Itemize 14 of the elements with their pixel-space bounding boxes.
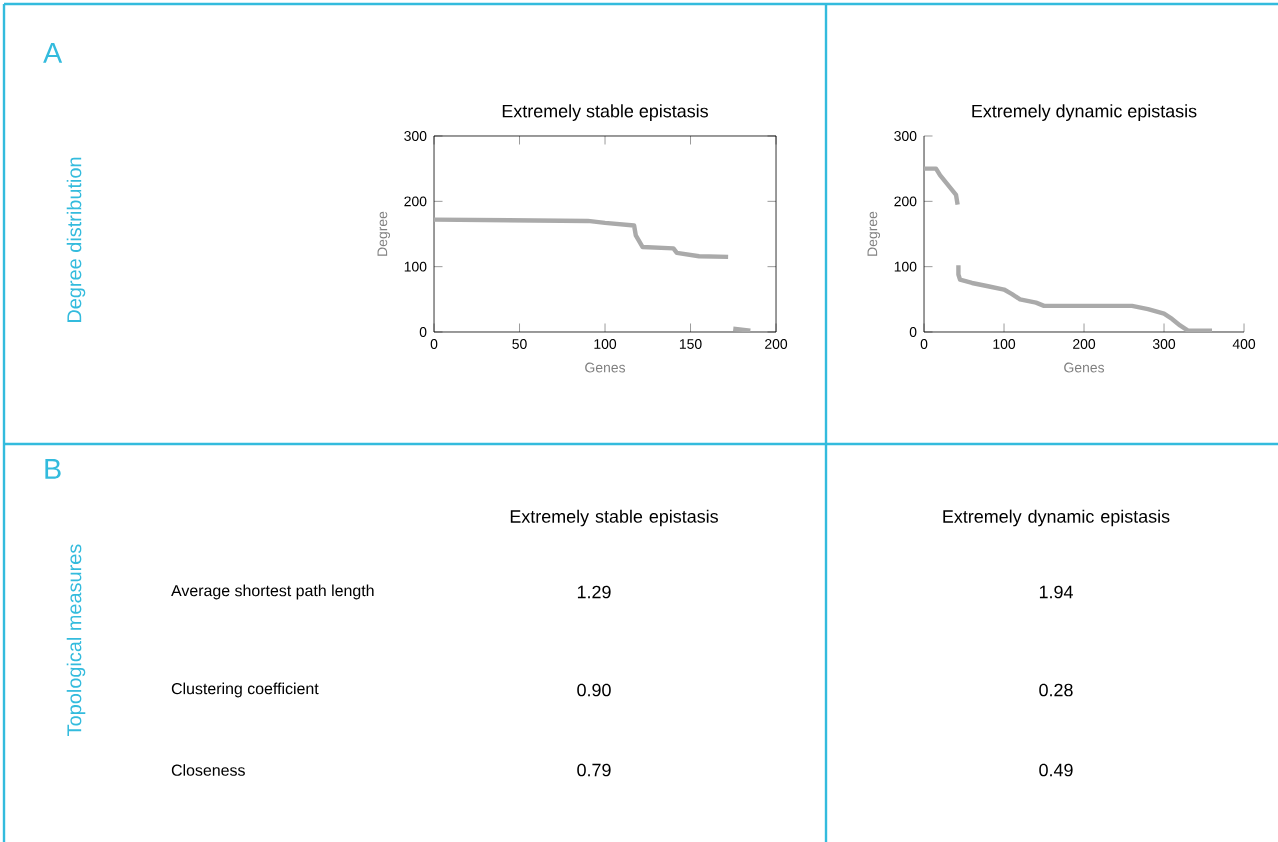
category-label: Extremely dynamic epistasis	[943, 509, 1170, 527]
text: 1.29	[577, 585, 611, 599]
text: Topological measures	[66, 544, 86, 736]
text: 0.28	[1039, 683, 1073, 697]
text: Degree distribution	[66, 157, 86, 322]
text: 0.79	[577, 763, 611, 777]
text: B	[45, 459, 61, 479]
text: 1.94	[1039, 585, 1073, 599]
text: 0.90	[577, 683, 611, 697]
text: 0.49	[1039, 763, 1073, 777]
chart-title: Extremely stable epistasis	[502, 104, 708, 121]
chart-title: Extremely dynamic epistasis	[972, 104, 1197, 121]
category-label: Extremely stable epistasis	[510, 509, 718, 527]
text: A	[43, 43, 63, 63]
